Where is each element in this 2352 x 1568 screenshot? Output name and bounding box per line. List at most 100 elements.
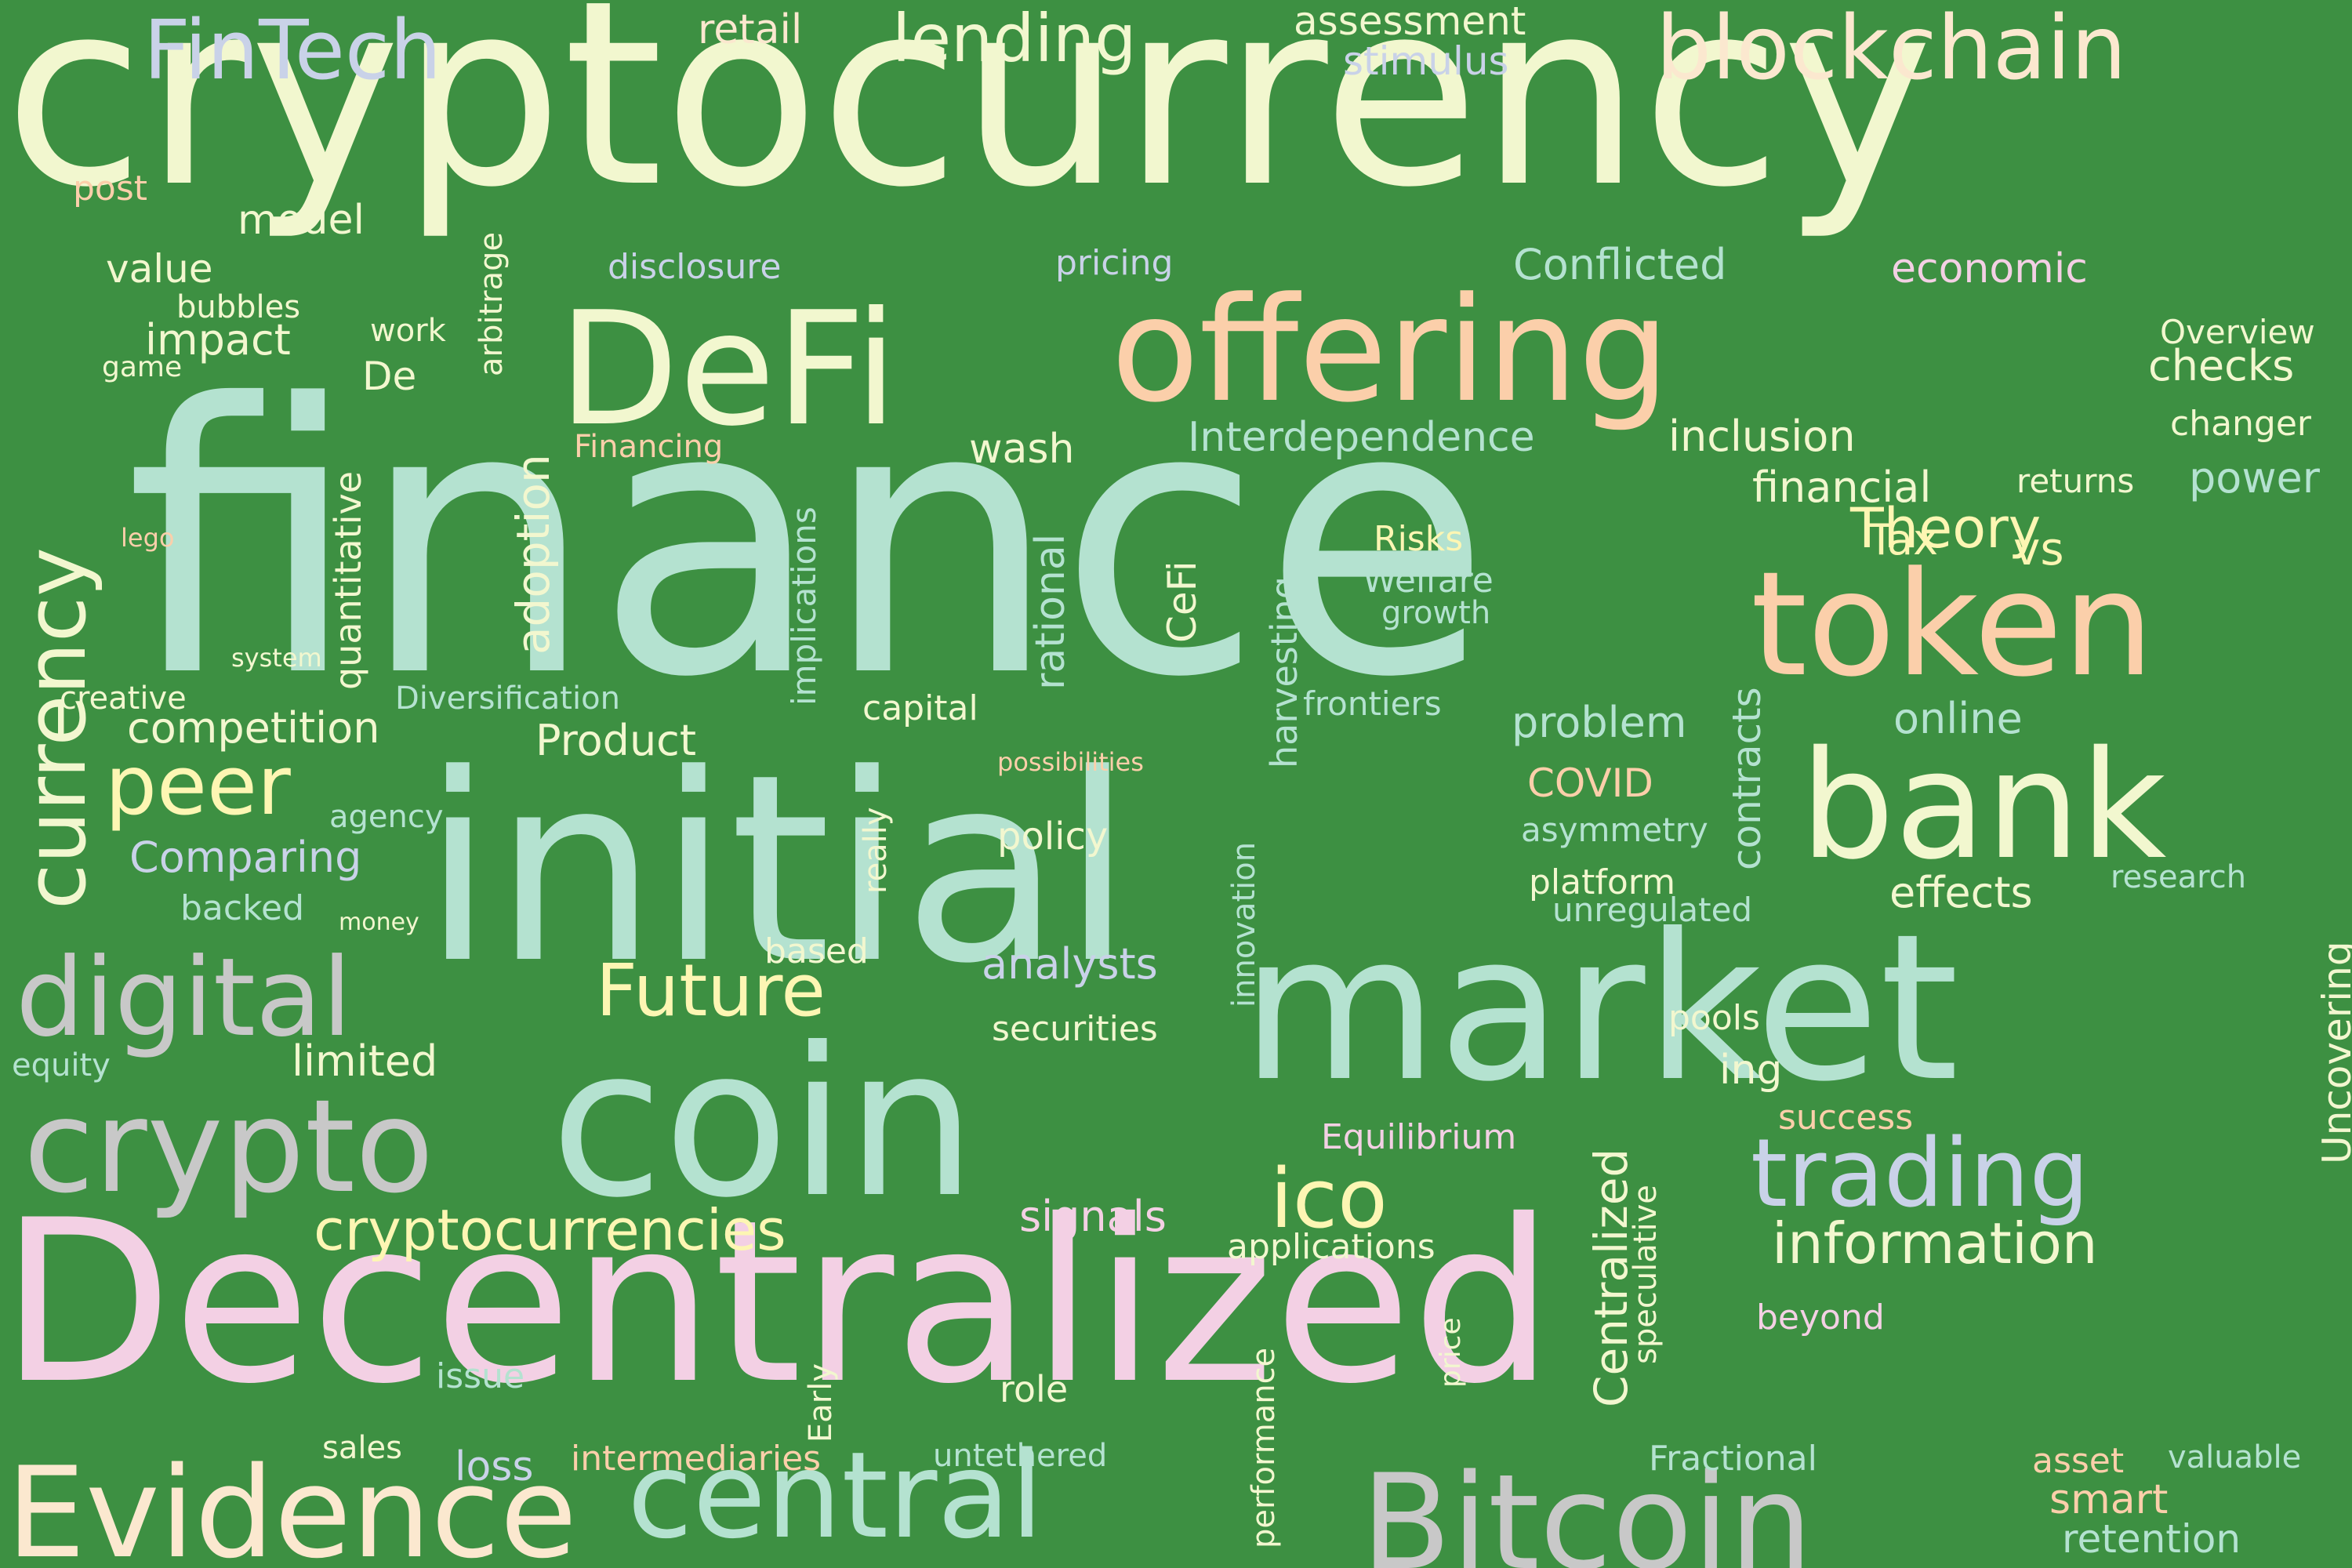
word-innovation: innovation xyxy=(1226,842,1262,1007)
word-signals: signals xyxy=(1019,1192,1167,1241)
word-backed: backed xyxy=(180,888,304,928)
word-inclusion: inclusion xyxy=(1668,412,1856,461)
word-conflicted: Conflicted xyxy=(1513,240,1726,289)
word-risks: Risks xyxy=(1374,519,1463,559)
word-lego: lego xyxy=(121,523,174,553)
word-welfare: Welfare xyxy=(1363,561,1494,601)
word-information: information xyxy=(1772,1210,2098,1276)
word-early: Early xyxy=(803,1363,839,1443)
word-post: post xyxy=(73,169,147,209)
word-blockchain: blockchain xyxy=(1656,0,2126,100)
word-equity: equity xyxy=(12,1047,111,1083)
word-system: system xyxy=(231,643,322,673)
word-economic: economic xyxy=(1891,245,2088,292)
word-frontiers: frontiers xyxy=(1303,684,1442,723)
word-retention: retention xyxy=(2062,1516,2241,1562)
word-applications: applications xyxy=(1227,1227,1436,1267)
word-market: market xyxy=(1241,891,1959,1126)
word-competition: competition xyxy=(127,703,379,753)
word-policy: policy xyxy=(997,815,1108,858)
word-diversification: Diversification xyxy=(395,681,620,717)
word-beyond: beyond xyxy=(1756,1298,1885,1338)
word-harvesting: harvesting xyxy=(1263,576,1305,768)
word-checks: checks xyxy=(2148,341,2294,390)
word-smart: smart xyxy=(2049,1476,2168,1523)
word-quantitative: quantitative xyxy=(327,471,369,690)
word-digital: digital xyxy=(16,935,352,1061)
word-uncovering: Uncovering xyxy=(2314,941,2352,1164)
word-role: role xyxy=(1000,1368,1068,1410)
word-creative: creative xyxy=(60,681,187,717)
word-asymmetry: asymmetry xyxy=(1521,811,1708,849)
word-bank: bank xyxy=(1800,719,2167,892)
word-currency: currency xyxy=(8,547,104,909)
word-decentralized: Decentralized xyxy=(0,1173,1554,1433)
word-disclosure: disclosure xyxy=(608,247,781,287)
word-unregulated: unregulated xyxy=(1552,891,1752,929)
word-based: based xyxy=(764,931,869,971)
word-cryptocurrency: cryptocurrency xyxy=(4,0,1933,243)
word-changer: changer xyxy=(2170,404,2312,444)
word-cefi: CeFi xyxy=(1160,561,1205,643)
word-retail: retail xyxy=(698,6,802,53)
word-really: really xyxy=(858,807,894,894)
word-future: Future xyxy=(596,949,826,1033)
word-lending: lending xyxy=(892,0,1136,77)
word-power: power xyxy=(2189,453,2321,503)
word-impact: impact xyxy=(145,315,291,365)
word-de: De xyxy=(362,354,416,399)
word-ico: ico xyxy=(1270,1151,1388,1247)
word-platform: platform xyxy=(1529,862,1675,902)
word-issue: issue xyxy=(436,1356,524,1396)
word-capital: capital xyxy=(862,688,978,728)
word-ing: ing xyxy=(1719,1047,1782,1094)
word-stimulus: stimulus xyxy=(1343,38,1509,84)
word-bubbles: bubbles xyxy=(176,289,300,325)
word-money: money xyxy=(339,909,419,936)
word-fintech: FinTech xyxy=(143,2,441,98)
word-implications: implications xyxy=(785,506,823,706)
word-finance: finance xyxy=(125,325,1491,758)
word-problem: problem xyxy=(1512,698,1686,747)
word-effects: effects xyxy=(1889,868,2033,917)
word-initial: initial xyxy=(422,719,1134,1020)
word-valuable: valuable xyxy=(2168,1439,2301,1475)
word-crypto: crypto xyxy=(24,1072,434,1221)
word-game: game xyxy=(102,351,182,383)
word-covid: COVID xyxy=(1527,760,1653,806)
word-possibilities: possibilities xyxy=(997,747,1144,777)
word-securities: securities xyxy=(992,1009,1158,1049)
word-financial: financial xyxy=(1752,463,1931,512)
word-rational: rational xyxy=(1027,534,1074,690)
word-wash: wash xyxy=(969,426,1074,473)
word-growth: growth xyxy=(1381,595,1490,631)
word-adoption: adoption xyxy=(506,454,560,655)
word-limited: limited xyxy=(292,1036,437,1086)
word-offering: offering xyxy=(1111,267,1670,434)
word-arbitrage: arbitrage xyxy=(474,232,510,376)
word-financing: Financing xyxy=(574,429,723,465)
word-agency: agency xyxy=(329,799,444,835)
word-asset: asset xyxy=(2032,1441,2124,1481)
word-performance: performance xyxy=(1246,1348,1282,1548)
word-equilibrium: Equilibrium xyxy=(1321,1117,1516,1157)
word-pools: pools xyxy=(1668,998,1760,1038)
word-product: Product xyxy=(535,716,696,765)
word-defi: DeFi xyxy=(558,278,898,461)
word-price: price xyxy=(1435,1317,1467,1388)
word-value: value xyxy=(106,246,213,292)
word-vs: vs xyxy=(2013,522,2064,575)
word-untethered: untethered xyxy=(933,1438,1107,1474)
word-cryptocurrencies: cryptocurrencies xyxy=(314,1197,786,1263)
word-sales: sales xyxy=(322,1430,402,1466)
word-interdependence: Interdependence xyxy=(1188,414,1535,461)
word-overview: Overview xyxy=(2160,313,2315,351)
word-theory: Theory xyxy=(1849,496,2041,561)
word-analysts: analysts xyxy=(982,939,1158,989)
word-bitcoin: Bitcoin xyxy=(1361,1446,1813,1568)
word-centralized: Centralized xyxy=(1584,1149,1638,1407)
word-loss: loss xyxy=(455,1443,533,1490)
word-work: work xyxy=(370,313,447,349)
word-model: model xyxy=(238,197,365,244)
